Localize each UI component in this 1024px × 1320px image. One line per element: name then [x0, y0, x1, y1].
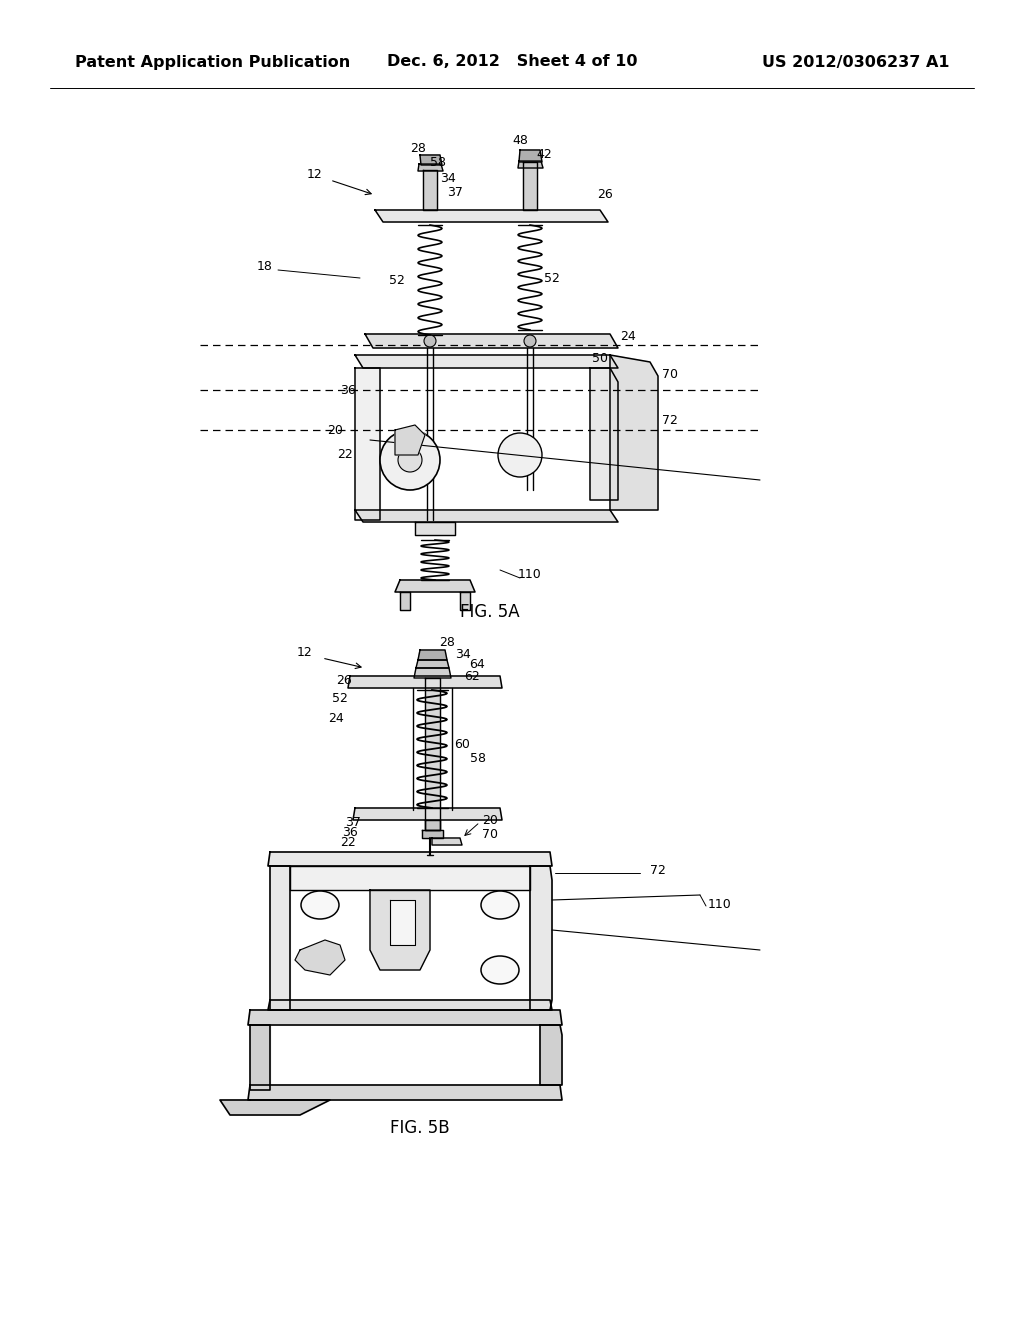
Text: 36: 36	[340, 384, 356, 396]
Polygon shape	[268, 1001, 552, 1010]
Polygon shape	[425, 678, 440, 830]
Circle shape	[380, 430, 440, 490]
Polygon shape	[425, 820, 440, 830]
Polygon shape	[220, 1100, 330, 1115]
Text: 26: 26	[336, 673, 352, 686]
Text: 70: 70	[662, 368, 678, 381]
Text: 58: 58	[470, 751, 486, 764]
Polygon shape	[390, 900, 415, 945]
Polygon shape	[523, 162, 537, 210]
Polygon shape	[355, 355, 618, 368]
Text: 20: 20	[482, 813, 498, 826]
Text: FIG. 5A: FIG. 5A	[460, 603, 520, 620]
Polygon shape	[610, 355, 658, 510]
Polygon shape	[416, 660, 449, 668]
Text: 58: 58	[430, 156, 446, 169]
Polygon shape	[395, 425, 425, 455]
Ellipse shape	[301, 891, 339, 919]
Text: 34: 34	[455, 648, 471, 660]
Text: US 2012/0306237 A1: US 2012/0306237 A1	[763, 54, 950, 70]
Polygon shape	[353, 808, 502, 820]
Polygon shape	[590, 368, 618, 500]
Text: 42: 42	[537, 149, 552, 161]
Polygon shape	[415, 521, 455, 535]
Circle shape	[398, 447, 422, 473]
Ellipse shape	[481, 956, 519, 983]
Polygon shape	[540, 1026, 562, 1085]
Polygon shape	[295, 940, 345, 975]
Text: 52: 52	[332, 692, 348, 705]
Polygon shape	[414, 668, 451, 678]
Polygon shape	[355, 368, 380, 520]
Polygon shape	[530, 866, 552, 1010]
Text: 64: 64	[469, 657, 485, 671]
Polygon shape	[270, 866, 290, 1010]
Polygon shape	[370, 890, 430, 970]
Text: 52: 52	[544, 272, 560, 285]
Text: 26: 26	[597, 189, 613, 202]
Polygon shape	[422, 830, 443, 838]
Polygon shape	[355, 510, 618, 521]
Text: 50: 50	[592, 351, 608, 364]
Text: Patent Application Publication: Patent Application Publication	[75, 54, 350, 70]
Text: 28: 28	[439, 636, 455, 649]
Circle shape	[524, 335, 536, 347]
Polygon shape	[250, 1026, 270, 1090]
Text: 36: 36	[342, 825, 357, 838]
Polygon shape	[290, 866, 530, 890]
Text: 52: 52	[389, 273, 404, 286]
Polygon shape	[460, 591, 470, 610]
Text: 22: 22	[337, 449, 353, 462]
Text: 70: 70	[482, 829, 498, 842]
Text: 24: 24	[328, 711, 344, 725]
Text: 48: 48	[512, 133, 528, 147]
Ellipse shape	[481, 891, 519, 919]
Text: 22: 22	[340, 837, 356, 850]
Text: Dec. 6, 2012   Sheet 4 of 10: Dec. 6, 2012 Sheet 4 of 10	[387, 54, 637, 70]
Polygon shape	[418, 649, 447, 660]
Text: 34: 34	[440, 172, 456, 185]
Circle shape	[424, 335, 436, 347]
Text: 20: 20	[327, 424, 343, 437]
Polygon shape	[420, 154, 442, 165]
Text: 12: 12	[297, 645, 313, 659]
Polygon shape	[518, 161, 543, 168]
Text: 110: 110	[709, 898, 732, 911]
Text: 18: 18	[257, 260, 273, 273]
Text: 110: 110	[518, 569, 542, 582]
Text: 60: 60	[454, 738, 470, 751]
Text: 62: 62	[464, 669, 480, 682]
Polygon shape	[375, 210, 608, 222]
Text: FIG. 5B: FIG. 5B	[390, 1119, 450, 1137]
Polygon shape	[400, 591, 410, 610]
Polygon shape	[519, 150, 542, 162]
Text: 37: 37	[447, 186, 463, 199]
Polygon shape	[423, 170, 437, 210]
Text: 12: 12	[307, 169, 323, 181]
Text: 72: 72	[650, 863, 666, 876]
Text: 72: 72	[663, 413, 678, 426]
Text: 28: 28	[410, 141, 426, 154]
Polygon shape	[348, 676, 502, 688]
Text: 37: 37	[345, 816, 360, 829]
Polygon shape	[268, 851, 552, 866]
Polygon shape	[365, 334, 618, 348]
Circle shape	[498, 433, 542, 477]
Text: 24: 24	[621, 330, 636, 343]
Polygon shape	[248, 1085, 562, 1100]
Polygon shape	[432, 838, 462, 845]
Polygon shape	[418, 164, 443, 172]
Polygon shape	[395, 579, 475, 591]
Polygon shape	[248, 1010, 562, 1026]
